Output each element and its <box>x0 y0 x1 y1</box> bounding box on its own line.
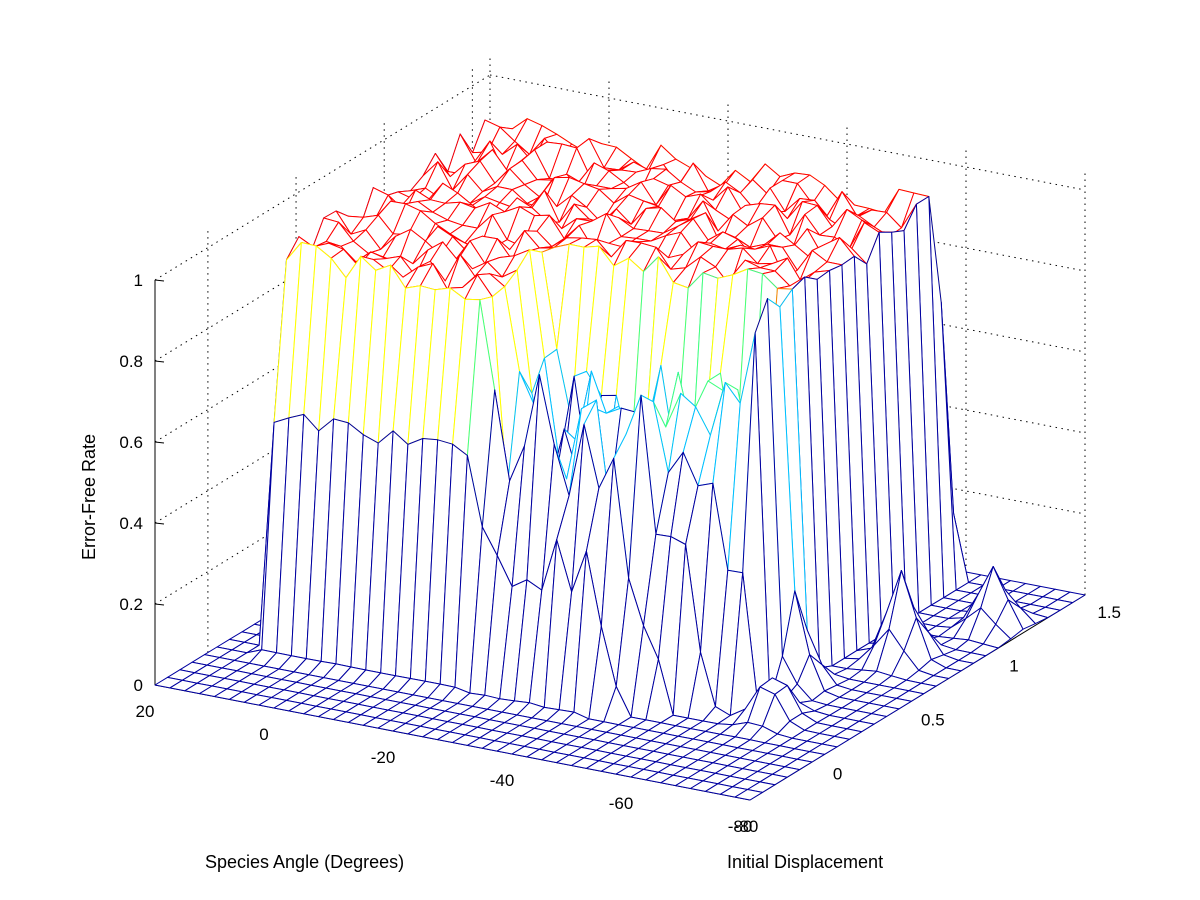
z-tick-mark <box>154 360 165 363</box>
z-tick-label: 0.2 <box>119 595 143 614</box>
tick-labels: 0 0.2 0.4 0.6 0.8 1 20 0 -20 -40 -60 -80-80 0 0.5 1 1.5 <box>119 271 1121 836</box>
x-tick-label: 20 <box>136 702 155 721</box>
z-gridline-back <box>489 317 1086 434</box>
z-tick-mark <box>154 441 165 444</box>
z-tick-label: 0 <box>134 676 143 695</box>
x-axis-label: Species Angle (Degrees) <box>205 852 404 872</box>
x-tick-label: 0 <box>259 725 268 744</box>
z-gridline-back <box>489 155 1086 272</box>
x-tick-label: -40 <box>490 771 515 790</box>
z-tick-mark <box>154 279 165 282</box>
z-gridline-back <box>489 236 1086 353</box>
x-tick-label: -80 <box>734 817 759 836</box>
y-tick-label: 1 <box>1009 657 1018 676</box>
x-tick-label: -20 <box>371 748 396 767</box>
surface-mesh <box>154 118 1086 801</box>
y-axis-label: Initial Displacement <box>727 852 883 872</box>
z-gridline-back <box>489 398 1086 515</box>
z-tick-label: 0.6 <box>119 433 143 452</box>
z-tick-label: 0.8 <box>119 352 143 371</box>
x-tick-label: -60 <box>609 794 634 813</box>
z-tick-mark <box>154 522 165 525</box>
z-tick-mark <box>154 603 165 606</box>
z-gridline-back <box>489 74 1086 191</box>
surface-cell <box>734 789 763 801</box>
z-tick-label: 0.4 <box>119 514 143 533</box>
z-tick-label: 1 <box>134 271 143 290</box>
z-axis-label: Error-Free Rate <box>79 434 99 560</box>
y-tick-label: 0.5 <box>921 711 945 730</box>
y-tick-label: 1.5 <box>1097 603 1121 622</box>
x-tick-label: -80 <box>728 817 753 836</box>
y-tick-label: 0 <box>833 765 842 784</box>
